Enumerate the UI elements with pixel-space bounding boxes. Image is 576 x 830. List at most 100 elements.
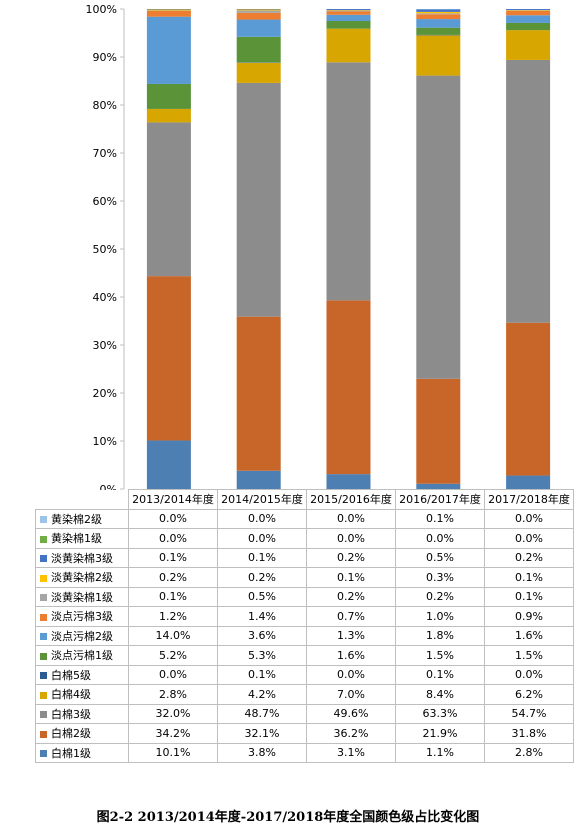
series-name: 淡点污棉2级 — [51, 629, 113, 643]
bar-segment-4-3 — [416, 75, 461, 379]
y-tick-label: 0% — [100, 483, 117, 490]
legend-swatch — [40, 613, 47, 621]
category-label: 2017/2018年度 — [484, 489, 574, 510]
bar-segment-3-11 — [326, 9, 371, 10]
table-row: 白棉1级 10.1% 3.8% 3.1% 1.1% 2.8% — [35, 742, 574, 763]
series-name: 淡黄染棉2级 — [51, 571, 113, 585]
bar-segment-3-8 — [326, 11, 371, 15]
table-cell: 10.1% — [128, 742, 218, 763]
y-tick-label: 30% — [93, 339, 117, 352]
table-row: 黄染棉1级 0.0% 0.0% 0.0% 0.0% 0.0% — [35, 528, 574, 549]
table-cell: 1.5% — [484, 645, 574, 666]
bar-segment-1-4 — [146, 108, 191, 123]
table-cell: 0.0% — [306, 528, 396, 549]
table-cell: 0.1% — [128, 547, 218, 568]
table-cell: 0.0% — [128, 664, 218, 685]
table-cell: 48.7% — [217, 703, 307, 724]
table-cell: 0.0% — [128, 528, 218, 549]
legend-swatch — [40, 535, 47, 543]
bar-segment-5-11 — [506, 9, 551, 10]
bar-segment-4-10 — [416, 11, 461, 14]
table-cell: 63.3% — [395, 703, 485, 724]
legend-swatch — [40, 711, 47, 719]
table-cell: 14.0% — [128, 625, 218, 646]
bar-segment-5-2 — [506, 322, 551, 476]
table-cell: 6.2% — [484, 684, 574, 705]
legend-swatch — [40, 652, 47, 660]
table-cell: 21.9% — [395, 723, 485, 744]
table-cell: 0.2% — [217, 567, 307, 588]
bar-segment-4-4 — [416, 35, 461, 76]
bar-segment-4-6 — [416, 27, 461, 35]
table-row: 白棉4级 2.8% 4.2% 7.0% 8.4% 6.2% — [35, 684, 574, 705]
axes-layer: 0% 10% 20% 30% 40% 50% 60% 70% 80% 90% 100% — [86, 3, 125, 490]
bar-segment-2-4 — [236, 62, 281, 83]
bar-segment-1-10 — [146, 9, 191, 11]
bar-segment-3-9 — [326, 10, 371, 12]
table-row: 黄染棉2级 0.0% 0.0% 0.0% 0.1% 0.0% — [35, 508, 574, 529]
bar-segment-5-4 — [506, 30, 551, 60]
legend-swatch — [40, 516, 47, 524]
bar-segment-4-8 — [416, 14, 461, 20]
y-tick-label: 60% — [93, 195, 117, 208]
table-cell: 36.2% — [306, 723, 396, 744]
series-name: 白棉4级 — [51, 688, 91, 702]
legend-swatch — [40, 574, 47, 582]
table-row: 白棉3级 32.0% 48.7% 49.6% 63.3% 54.7% — [35, 703, 574, 724]
table-cell: 0.1% — [484, 586, 574, 607]
table-cell: 1.2% — [128, 606, 218, 627]
y-tick-label: 70% — [93, 147, 117, 160]
bar-segment-2-2 — [236, 316, 281, 471]
figure-caption: 图2-2 2013/2014年度-2017/2018年度全国颜色级占比变化图 — [96, 810, 480, 825]
legend-swatch — [40, 730, 47, 738]
series-label: 白棉1级 — [35, 742, 129, 763]
table-row: 淡黄染棉2级 0.2% 0.2% 0.1% 0.3% 0.1% — [35, 567, 574, 588]
category-label: 2015/2016年度 — [306, 489, 396, 510]
table-cell: 0.9% — [484, 606, 574, 627]
table-cell: 0.7% — [306, 606, 396, 627]
bar-segment-1-3 — [146, 122, 191, 277]
bar-segment-1-2 — [146, 276, 191, 441]
legend-swatch — [40, 594, 47, 602]
category-label: 2014/2015年度 — [217, 489, 307, 510]
bar-segment-2-1 — [236, 470, 281, 489]
legend-swatch — [40, 633, 47, 641]
table-cell: 54.7% — [484, 703, 574, 724]
table-cell: 1.1% — [395, 742, 485, 763]
table-cell: 1.4% — [217, 606, 307, 627]
table-cell: 1.6% — [306, 645, 396, 666]
bar-segment-5-1 — [506, 475, 551, 489]
table-cell: 2.8% — [484, 742, 574, 763]
series-label: 淡黄染棉2级 — [35, 567, 129, 588]
table-cell: 0.0% — [217, 508, 307, 529]
table-row: 淡黄染棉1级 0.1% 0.5% 0.2% 0.2% 0.1% — [35, 586, 574, 607]
bar-segment-3-2 — [326, 300, 371, 475]
bar-segment-2-6 — [236, 36, 281, 63]
table-cell: 0.0% — [484, 528, 574, 549]
category-header-row: 2013/2014年度 2014/2015年度 2015/2016年度 2016/20… — [35, 489, 574, 510]
legend-swatch — [40, 555, 47, 563]
table-row: 淡点污棉3级 1.2% 1.4% 0.7% 1.0% 0.9% — [35, 606, 574, 627]
table-cell: 3.6% — [217, 625, 307, 646]
y-tick-label: 80% — [93, 99, 117, 112]
bar-segment-3-7 — [326, 14, 371, 21]
table-cell: 0.0% — [306, 664, 396, 685]
series-name: 淡点污棉1级 — [51, 649, 113, 663]
table-cell: 31.8% — [484, 723, 574, 744]
legend-swatch — [40, 750, 47, 758]
series-name: 白棉2级 — [51, 727, 91, 741]
table-cell: 0.1% — [484, 567, 574, 588]
series-label: 白棉2级 — [35, 723, 129, 744]
table-cell: 1.0% — [395, 606, 485, 627]
bar-segment-5-8 — [506, 10, 551, 16]
table-cell: 3.8% — [217, 742, 307, 763]
series-label: 淡点污棉1级 — [35, 645, 129, 666]
table-cell: 1.5% — [395, 645, 485, 666]
series-label: 淡点污棉3级 — [35, 606, 129, 627]
bar-segment-5-3 — [506, 59, 551, 323]
bar-segment-1-6 — [146, 83, 191, 109]
table-cell: 1.8% — [395, 625, 485, 646]
table-cell: 0.2% — [395, 586, 485, 607]
y-tick-label: 20% — [93, 387, 117, 400]
table-body: 黄染棉2级 0.0% 0.0% 0.0% 0.1% 0.0% 黄染棉1级 0.0% 0.0% 0.… — [35, 508, 574, 763]
